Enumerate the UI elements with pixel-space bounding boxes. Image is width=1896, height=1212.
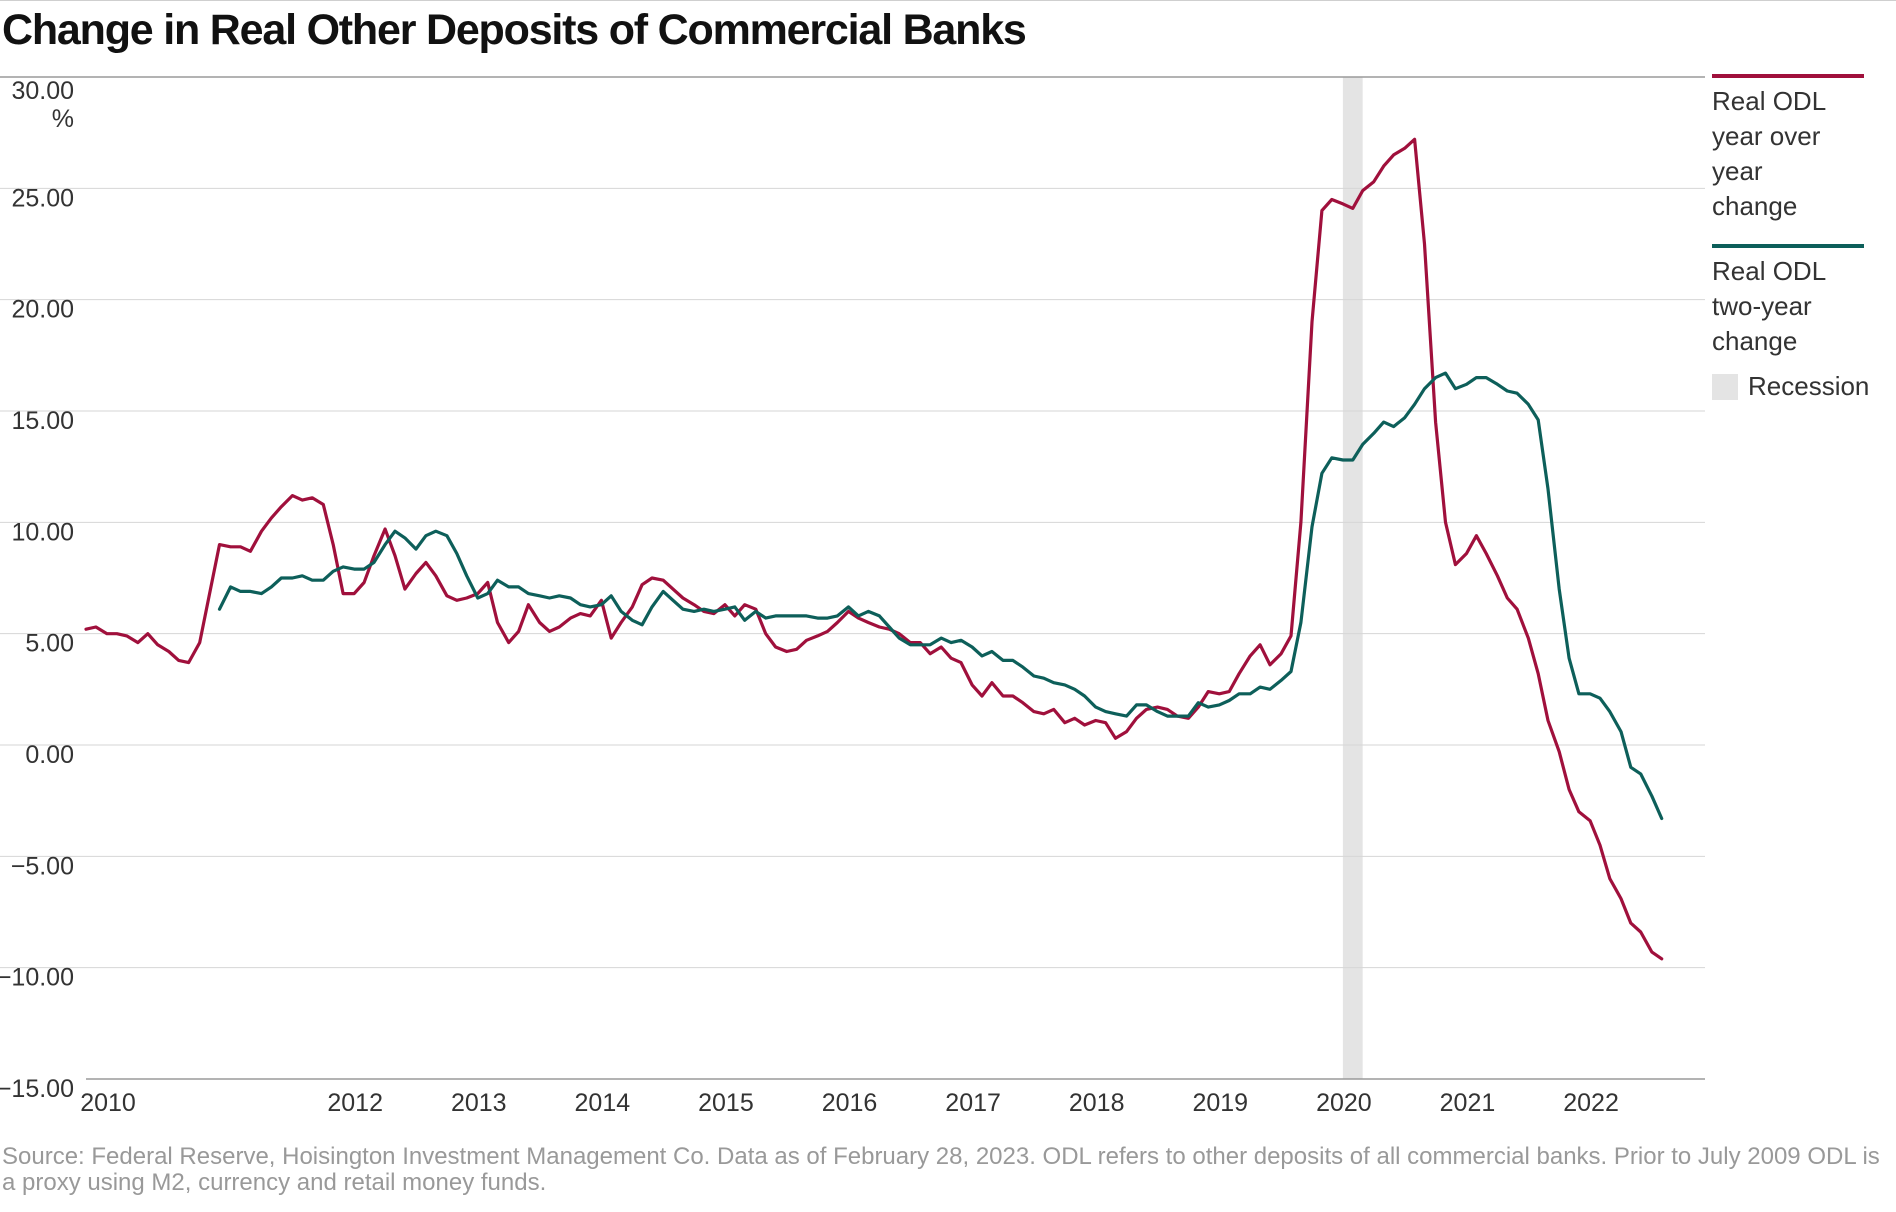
y-tick-label: 30.00	[11, 77, 74, 105]
source-footnote: Source: Federal Reserve, Hoisington Inve…	[2, 1143, 1880, 1196]
legend-label-two-year: Real ODL two-year change	[1712, 256, 1826, 356]
y-tick-label: 5.00	[25, 630, 74, 658]
grid-layer	[0, 76, 1705, 1080]
chart-title: Change in Real Other Deposits of Commerc…	[2, 6, 1027, 54]
x-tick-label: 2018	[1069, 1089, 1125, 1117]
x-tick-label: 2013	[451, 1089, 507, 1117]
y-tick-label: 15.00	[11, 407, 74, 435]
y-axis-unit: %	[52, 105, 74, 133]
x-tick-label: 2014	[575, 1089, 631, 1117]
top-rule	[0, 0, 1896, 1]
y-tick-label: −15.00	[0, 1075, 74, 1103]
legend-item-yoy: Real ODL year over year change	[1712, 74, 1892, 224]
y-tick-label: 25.00	[11, 184, 74, 212]
legend-item-two-year: Real ODL two-year change	[1712, 244, 1892, 359]
x-tick-label: 2010	[80, 1089, 136, 1117]
y-axis-ticks: 30.00 25.00 20.00 15.00 10.00 5.00 0.00 −5.00 −1…	[0, 77, 74, 1103]
x-tick-label: 2019	[1192, 1089, 1248, 1117]
recession-band-layer	[1342, 77, 1363, 1079]
legend-item-recession: Recession	[1712, 369, 1892, 404]
x-axis-ticks: 2010 2012 2013 2014 2015 2016 2017 2018 2019 2020…	[80, 1089, 1619, 1117]
legend-line-two-year	[1712, 244, 1864, 248]
recession-band	[1342, 77, 1363, 1079]
y-tick-label: −5.00	[11, 852, 74, 880]
legend-swatch-recession	[1712, 373, 1738, 400]
x-tick-label: 2021	[1440, 1089, 1496, 1117]
legend-line-yoy	[1712, 74, 1864, 78]
x-tick-label: 2012	[327, 1089, 383, 1117]
x-tick-label: 2015	[698, 1089, 754, 1117]
series-line-two-year	[217, 371, 1664, 821]
legend-label-yoy: Real ODL year over year change	[1712, 86, 1826, 221]
legend: Real ODL year over year change Real ODL …	[1712, 74, 1892, 404]
series-layer	[84, 137, 1664, 961]
x-tick-label: 2016	[822, 1089, 878, 1117]
legend-label-recession: Recession	[1748, 371, 1870, 401]
y-tick-label: −10.00	[0, 964, 74, 992]
y-tick-label: 10.00	[11, 518, 74, 546]
x-tick-label: 2017	[945, 1089, 1001, 1117]
series-line-yoy	[84, 137, 1664, 961]
x-tick-label: 2020	[1316, 1089, 1372, 1117]
y-tick-label: 20.00	[11, 296, 74, 324]
y-tick-label: 0.00	[25, 741, 74, 769]
chart-area: 30.00 25.00 20.00 15.00 10.00 5.00 0.00 −5.00 −1…	[0, 76, 1705, 1117]
x-tick-label: 2022	[1563, 1089, 1619, 1117]
